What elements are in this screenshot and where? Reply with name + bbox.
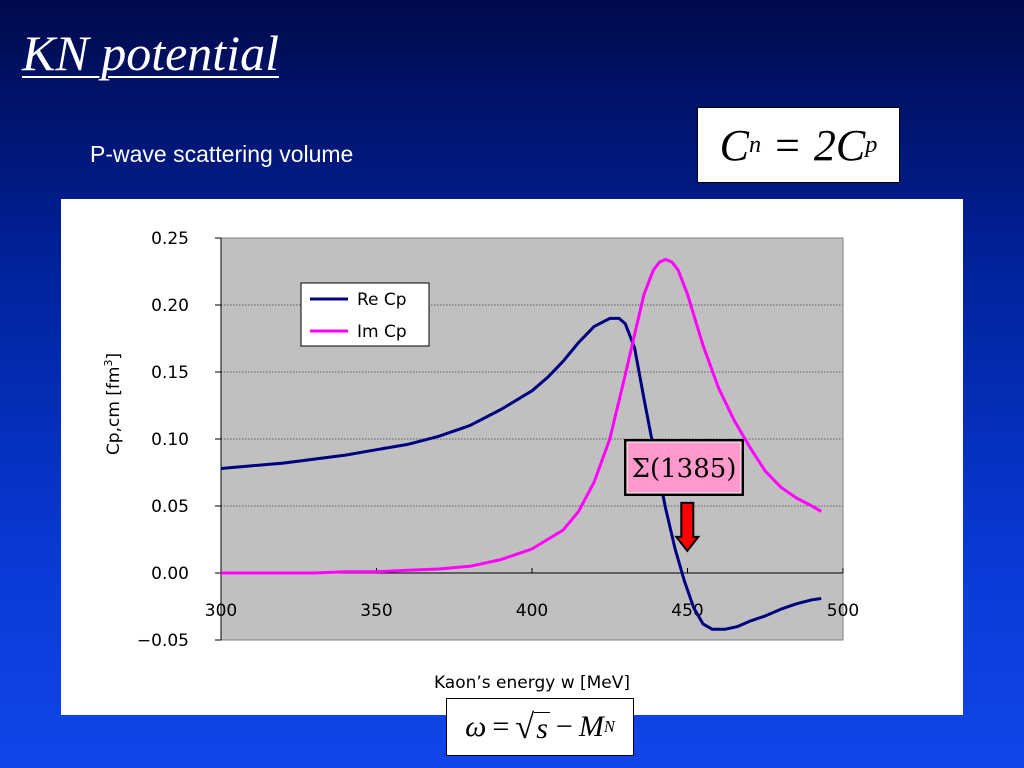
series-line-im-cp <box>221 257 822 575</box>
slide-title: KN potential <box>22 25 279 81</box>
x-tick-label: 300 <box>205 601 237 621</box>
series-line-re-cp <box>220 316 822 631</box>
annotation-label: Σ(1385) <box>632 454 737 484</box>
omega-symbol: ω <box>465 710 487 743</box>
x-axis-title: Kaon’s energy w [MeV] <box>434 673 630 693</box>
y-tick-label: 0.10 <box>151 430 189 450</box>
y-tick-label: 0.00 <box>151 564 189 584</box>
x-tick-label: 400 <box>516 601 548 621</box>
cn-lhs: C <box>719 120 749 170</box>
omega-equals: = <box>492 710 510 743</box>
annotation-box <box>626 441 742 494</box>
cn-equals: = <box>775 120 800 170</box>
sqrt-sign: √ <box>515 707 535 746</box>
sqrt-expression: √ s <box>515 710 550 745</box>
annotation-arrow <box>674 501 701 553</box>
mass-sub: N <box>603 717 615 736</box>
cn-rhs-sub: p <box>865 131 878 158</box>
cn-lhs-sub: n <box>748 131 762 158</box>
cn-rhs: 2C <box>813 120 866 170</box>
chart-svg: 0.25 0.20 0.15 0.10 0.05 0.00 −0.05 300 350 400 45… <box>102 229 859 693</box>
y-tick-label: 0.25 <box>151 229 189 249</box>
legend-box <box>300 282 430 347</box>
y-tick-label: −0.05 <box>137 631 189 651</box>
slide-subtitle: P-wave scattering volume <box>90 141 354 167</box>
y-tick-label: 0.05 <box>151 497 189 517</box>
y-tick-label: 0.20 <box>151 296 189 316</box>
legend-label: Im Cp <box>357 322 407 342</box>
y-axis-title: Cp,cm [fm3] <box>102 353 124 455</box>
x-tick-label: 500 <box>827 601 859 621</box>
x-tick-label: 350 <box>360 601 392 621</box>
y-tick-label: 0.15 <box>151 363 189 383</box>
sqrt-argument: s <box>534 711 550 745</box>
mass-symbol: M <box>578 710 604 743</box>
chart-panel: 0.25 0.20 0.15 0.10 0.05 0.00 −0.05 300 350 400 45… <box>61 199 963 715</box>
omega-minus: − <box>555 710 573 743</box>
x-tick-label: 450 <box>671 601 703 621</box>
legend-label: Re Cp <box>357 290 407 310</box>
